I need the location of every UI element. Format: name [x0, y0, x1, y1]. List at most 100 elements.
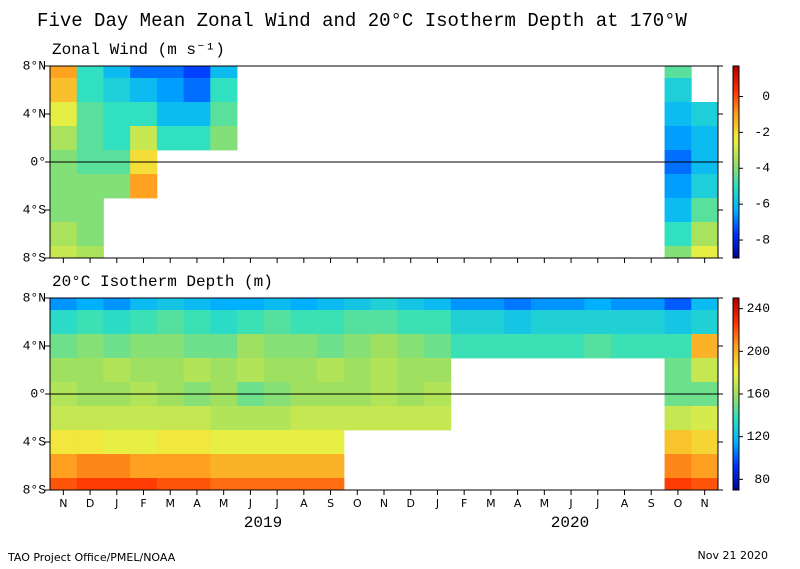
cell — [664, 406, 692, 431]
cell — [477, 334, 505, 359]
colorbar-step — [733, 445, 739, 449]
cell — [664, 298, 692, 311]
cell — [50, 174, 78, 199]
y-tick-label: 8°S — [23, 250, 47, 265]
colorbar-step — [733, 410, 739, 414]
cell — [664, 334, 692, 359]
x-tick-label: A — [193, 497, 201, 510]
year-label: 2020 — [551, 514, 589, 532]
colorbar-step — [733, 451, 739, 456]
cell — [290, 334, 318, 359]
x-tick-label: M — [486, 497, 496, 510]
cell — [530, 334, 559, 359]
colorbar-step — [733, 480, 739, 485]
colorbar-step — [733, 448, 739, 453]
x-tick-label: J — [114, 497, 118, 510]
cell — [156, 78, 184, 103]
cell — [370, 406, 398, 431]
cell — [343, 358, 372, 383]
colorbar-label: -4 — [754, 161, 770, 176]
colorbar-step — [733, 358, 739, 363]
colorbar-step — [733, 142, 739, 147]
colorbar-step — [733, 378, 739, 382]
colorbar-step — [733, 85, 739, 89]
cell — [664, 478, 692, 491]
cell — [664, 358, 692, 383]
x-tick-label: J — [435, 497, 439, 510]
cell — [103, 358, 131, 383]
cell — [691, 454, 719, 479]
colorbar-step — [733, 314, 739, 318]
colorbar-step — [733, 464, 739, 469]
cell — [156, 454, 184, 479]
colorbar-step — [733, 467, 739, 472]
cell — [76, 358, 104, 383]
cell — [691, 246, 719, 259]
y-tick-label: 4°N — [23, 338, 46, 353]
cell — [103, 174, 131, 199]
cell — [691, 174, 719, 199]
cell — [637, 310, 665, 335]
cell — [103, 102, 131, 127]
cell — [611, 298, 639, 311]
colorbar-label: -8 — [754, 232, 770, 247]
colorbar-step — [733, 333, 739, 337]
colorbar-step — [733, 78, 739, 83]
cell — [370, 298, 398, 311]
cell — [424, 298, 452, 311]
colorbar-step — [733, 248, 739, 253]
cell — [237, 406, 265, 431]
cell — [263, 310, 291, 335]
cell — [156, 406, 184, 431]
x-tick-label: F — [461, 497, 467, 510]
colorbar-step — [733, 317, 739, 321]
colorbar-step — [733, 394, 739, 398]
cell — [450, 298, 478, 311]
cell — [210, 454, 238, 479]
cell — [370, 358, 398, 383]
cell — [237, 334, 265, 359]
colorbar-step — [733, 371, 739, 376]
y-tick-label: 4°S — [23, 202, 47, 217]
cell — [210, 66, 238, 79]
cell — [130, 406, 158, 431]
colorbar-step — [733, 251, 739, 256]
colorbar-step — [733, 486, 739, 491]
cell — [691, 358, 719, 383]
colorbar-step — [733, 349, 739, 353]
cell — [237, 298, 265, 311]
cell — [76, 334, 104, 359]
colorbar-step — [733, 158, 739, 163]
y-tick-label: 0° — [30, 386, 46, 401]
colorbar-step — [733, 168, 739, 173]
colorbar-step — [733, 94, 739, 99]
cell — [370, 310, 398, 335]
colorbar-step — [733, 69, 739, 73]
cell — [237, 454, 265, 479]
cell — [183, 102, 211, 127]
colorbar-step — [733, 162, 739, 166]
cell — [156, 102, 184, 127]
colorbar-step — [733, 307, 739, 312]
cell — [76, 66, 104, 79]
colorbar-label: -6 — [754, 197, 770, 212]
cell — [317, 310, 345, 335]
cell — [477, 310, 505, 335]
colorbar-step — [733, 346, 739, 350]
cell — [50, 198, 78, 223]
cell — [691, 198, 719, 223]
cell — [156, 334, 184, 359]
y-tick-label: 0° — [30, 154, 46, 169]
cell — [637, 298, 665, 311]
colorbar-step — [733, 323, 739, 328]
cell — [103, 126, 131, 151]
colorbar-step — [733, 75, 739, 80]
cell — [664, 454, 692, 479]
cell — [183, 126, 211, 151]
cell — [183, 310, 211, 335]
cell — [210, 358, 238, 383]
colorbar-step — [733, 454, 739, 459]
cell — [76, 298, 104, 311]
